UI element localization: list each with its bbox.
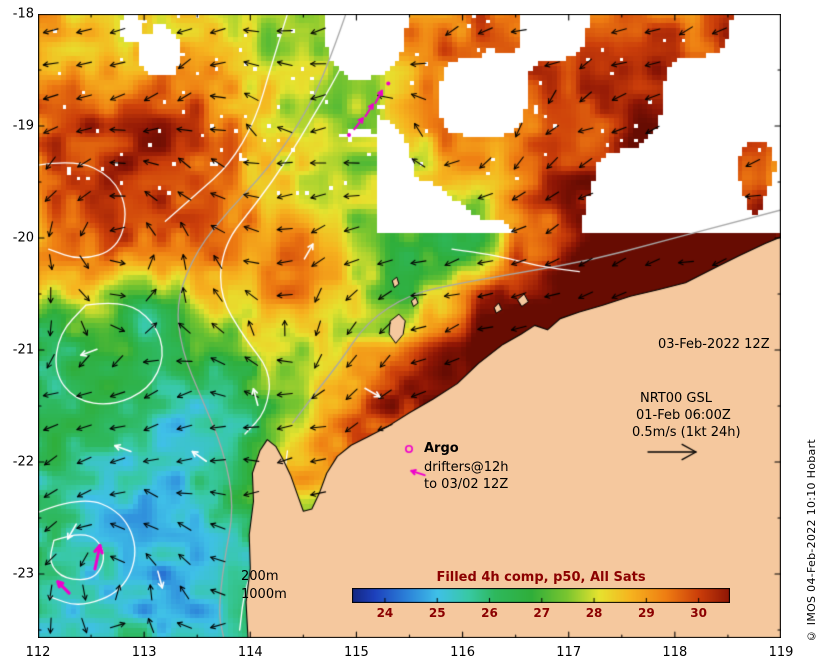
vector-scale-label: 0.5m/s (1kt 24h): [632, 425, 741, 440]
velocity-field-name-label: NRT00 GSL: [640, 391, 712, 406]
credit-text: © IMOS 04-Feb-2022 10:10 Hobart: [805, 438, 818, 642]
y-axis-tick-label: -19: [12, 118, 34, 134]
x-axis-tick-label: 112: [25, 645, 51, 660]
colorbar-tick-label: 27: [533, 606, 551, 620]
x-axis-tick-label: 119: [768, 645, 794, 660]
argo-legend-label: Argo: [424, 441, 459, 456]
colorbar-tick-label: 28: [585, 606, 603, 620]
colorbar-tick-label: 30: [690, 606, 707, 620]
y-axis-tick-label: -23: [12, 566, 34, 582]
x-axis-tick-label: 118: [662, 645, 688, 660]
y-axis-tick-label: -18: [12, 6, 34, 22]
colorbar-canvas: [352, 588, 730, 603]
y-axis-tick-label: -21: [12, 342, 34, 358]
x-axis-tick-label: 113: [131, 645, 157, 660]
drifters-legend-label: drifters@12h: [424, 460, 509, 475]
velocity-field-time-label: 01-Feb 06:00Z: [636, 408, 731, 423]
y-axis-tick-label: -22: [12, 454, 34, 470]
drifters-until-label: to 03/02 12Z: [424, 477, 509, 492]
analysis-datetime-label: 03-Feb-2022 12Z: [658, 337, 770, 352]
sst-map-canvas: [38, 14, 781, 638]
x-axis-tick-label: 117: [556, 645, 582, 660]
x-axis-tick-label: 116: [450, 645, 475, 660]
contour-1000m-label: 1000m: [241, 587, 287, 602]
contour-200m-label: 200m: [241, 569, 279, 584]
colorbar-tick-label: 26: [481, 606, 498, 620]
colorbar-tick-label: 29: [637, 606, 655, 620]
colorbar-tick-label: 25: [428, 606, 446, 620]
colorbar-tick-label: 24: [376, 606, 394, 620]
x-axis-tick-label: 114: [237, 645, 263, 660]
x-axis-tick-label: 115: [344, 645, 369, 660]
colorbar-title: Filled 4h comp, p50, All Sats: [436, 570, 646, 585]
y-axis-tick-label: -20: [12, 230, 34, 246]
